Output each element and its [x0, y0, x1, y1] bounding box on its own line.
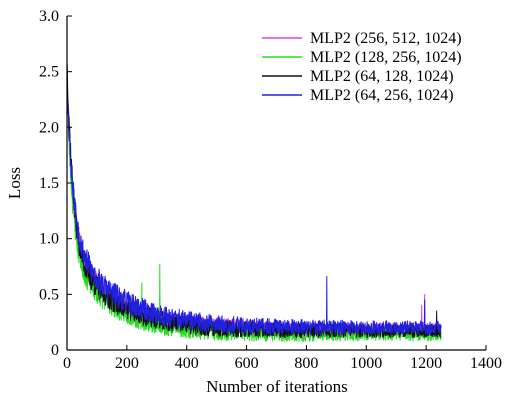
legend: MLP2 (256, 512, 1024) MLP2 (128, 256, 102…: [262, 30, 462, 104]
x-tick-label: 1400: [470, 355, 502, 372]
legend-label-2: MLP2 (128, 256, 1024): [310, 49, 462, 66]
x-axis-label: Number of iterations: [206, 377, 348, 396]
y-tick-label: 1.0: [39, 231, 59, 248]
x-tick-label: 400: [175, 355, 199, 372]
axes: 0 200 400 600 800 1000 1200 1400 0 0.5 1.0 1.5 2.0 2.…: [39, 8, 502, 372]
x-tick-label: 1200: [410, 355, 442, 372]
series-line-4: [66, 95, 442, 336]
legend-label-3: MLP2 (64, 128, 1024): [310, 68, 454, 85]
x-tick-label: 200: [115, 355, 139, 372]
x-tick-label: 800: [294, 355, 318, 372]
y-axis-label: Loss: [5, 167, 24, 199]
x-tick-label: 600: [235, 355, 259, 372]
y-tick-label: 2.5: [39, 64, 59, 81]
legend-label-4: MLP2 (64, 256, 1024): [310, 87, 454, 104]
x-tick-label: 0: [63, 355, 71, 372]
y-tick-label: 2.0: [39, 119, 59, 136]
x-tick-label: 1000: [350, 355, 382, 372]
legend-label-1: MLP2 (256, 512, 1024): [310, 30, 462, 47]
series-layer: [66, 64, 442, 342]
series-line-2: [66, 89, 442, 342]
y-tick-label: 1.5: [39, 175, 59, 192]
y-tick-label: 0.5: [39, 286, 59, 303]
y-tick-label: 0: [51, 342, 59, 359]
y-tick-label: 3.0: [39, 8, 59, 25]
